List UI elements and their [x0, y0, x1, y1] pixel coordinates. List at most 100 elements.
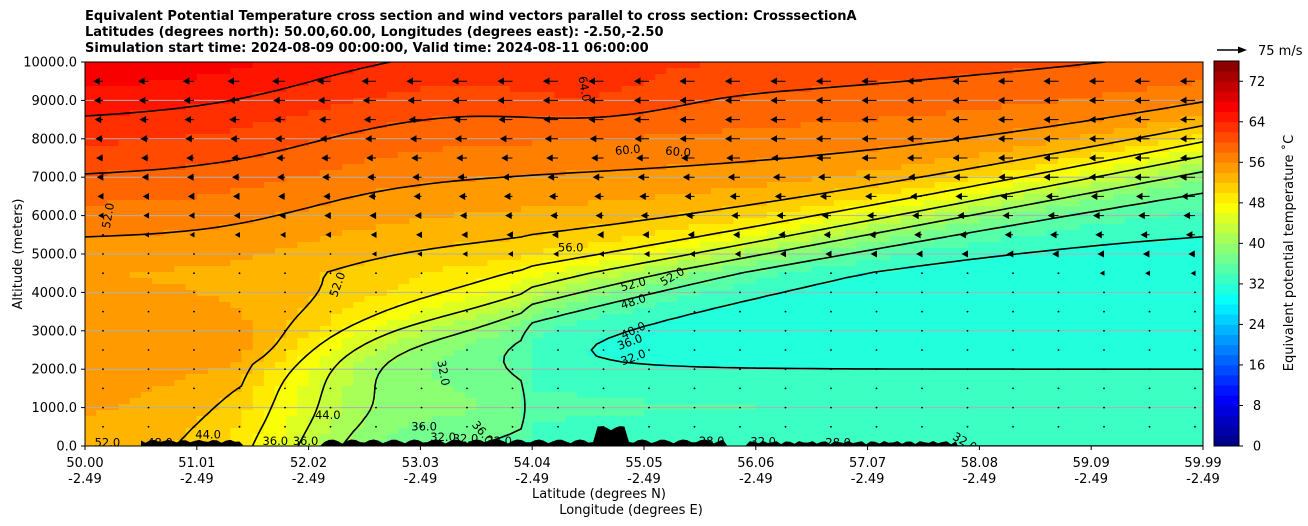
filled-contour-cell	[945, 224, 958, 231]
filled-contour-cell	[1024, 200, 1036, 207]
filled-contour-cell	[1001, 308, 1014, 315]
filled-contour-cell	[576, 134, 589, 141]
filled-contour-cell	[129, 356, 142, 363]
filled-contour-cell	[107, 68, 120, 75]
filled-contour-cell	[96, 224, 108, 231]
filled-contour-cell	[330, 218, 343, 225]
filled-contour-cell	[1180, 188, 1193, 195]
filled-contour-cell	[923, 194, 936, 201]
filled-contour-cell	[610, 290, 623, 297]
filled-contour-cell	[453, 164, 466, 171]
filled-contour-cell	[990, 332, 1003, 339]
filled-contour-cell	[957, 296, 969, 303]
filled-contour-cell	[85, 326, 97, 333]
filled-contour-cell	[845, 278, 858, 285]
filled-contour-cell	[744, 206, 757, 213]
filled-contour-cell	[163, 272, 176, 279]
filled-contour-cell	[845, 356, 858, 363]
filled-contour-cell	[230, 170, 243, 177]
filled-contour-cell	[1113, 164, 1126, 171]
filled-contour-cell	[878, 248, 891, 255]
filled-contour-cell	[308, 86, 321, 93]
filled-contour-cell	[118, 314, 131, 321]
filled-contour-cell	[85, 236, 97, 243]
filled-contour-cell	[174, 290, 187, 297]
filled-contour-cell	[442, 200, 455, 207]
filled-contour-cell	[532, 278, 544, 285]
filled-contour-cell	[711, 266, 723, 273]
filled-contour-cell	[364, 248, 377, 255]
filled-contour-cell	[934, 128, 947, 135]
filled-contour-cell	[610, 134, 623, 141]
filled-contour-cell	[409, 338, 421, 345]
filled-contour-cell	[621, 158, 634, 165]
filled-contour-cell	[766, 188, 779, 195]
filled-contour-cell	[219, 200, 231, 207]
filled-contour-cell	[1158, 338, 1171, 345]
filled-contour-cell	[252, 236, 265, 243]
filled-contour-cell	[1068, 338, 1081, 345]
filled-contour-cell	[755, 80, 768, 87]
filled-contour-cell	[118, 182, 131, 189]
filled-contour-cell	[1091, 110, 1103, 117]
filled-contour-cell	[845, 284, 858, 291]
filled-contour-cell	[1147, 86, 1159, 93]
filled-contour-cell	[800, 224, 813, 231]
filled-contour-cell	[476, 98, 489, 105]
filled-contour-cell	[688, 230, 701, 237]
filled-contour-cell	[1147, 128, 1159, 135]
filled-contour-cell	[957, 260, 969, 267]
filled-contour-cell	[677, 128, 690, 135]
filled-contour-cell	[286, 266, 299, 273]
filled-contour-cell	[789, 200, 802, 207]
filled-contour-cell	[565, 182, 578, 189]
filled-contour-cell	[275, 164, 287, 171]
filled-contour-cell	[711, 104, 723, 111]
filled-contour-cell	[565, 92, 578, 99]
filled-contour-cell	[319, 62, 332, 69]
filled-contour-cell	[800, 116, 813, 123]
filled-contour-cell	[811, 296, 824, 303]
filled-contour-cell	[163, 236, 176, 243]
filled-contour-cell	[889, 134, 902, 141]
filled-contour-cell	[789, 242, 802, 249]
filled-contour-cell	[230, 302, 243, 309]
filled-contour-cell	[207, 200, 220, 207]
filled-contour-cell	[845, 164, 858, 171]
filled-contour-cell	[1001, 320, 1014, 327]
filled-contour-cell	[632, 200, 645, 207]
filled-contour-cell	[509, 350, 522, 357]
filled-contour-cell	[610, 170, 623, 177]
filled-contour-cell	[867, 302, 880, 309]
filled-contour-cell	[509, 338, 522, 345]
filled-contour-cell	[1035, 254, 1048, 261]
filled-contour-cell	[1124, 122, 1137, 129]
filled-contour-cell	[532, 62, 544, 69]
filled-contour-cell	[576, 176, 589, 183]
filled-contour-cell	[375, 272, 388, 279]
filled-contour-cell	[107, 230, 120, 237]
filled-contour-cell	[699, 128, 712, 135]
filled-contour-cell	[1180, 296, 1193, 303]
filled-contour-cell	[308, 170, 321, 177]
filled-contour-cell	[845, 122, 858, 129]
filled-contour-cell	[766, 254, 779, 261]
filled-contour-cell	[453, 62, 466, 69]
filled-contour-cell	[364, 242, 377, 249]
filled-contour-cell	[319, 128, 332, 135]
filled-contour-cell	[610, 188, 623, 195]
filled-contour-cell	[755, 356, 768, 363]
filled-contour-cell	[1068, 80, 1081, 87]
filled-contour-cell	[722, 314, 735, 321]
filled-contour-cell	[1147, 290, 1159, 297]
filled-contour-cell	[934, 278, 947, 285]
filled-contour-cell	[1191, 284, 1203, 291]
filled-contour-cell	[163, 110, 176, 117]
filled-contour-cell	[856, 320, 869, 327]
filled-contour-cell	[1113, 104, 1126, 111]
filled-contour-cell	[85, 188, 97, 195]
filled-contour-cell	[744, 248, 757, 255]
filled-contour-cell	[1124, 140, 1137, 147]
filled-contour-cell	[140, 164, 153, 171]
filled-contour-cell	[979, 236, 992, 243]
